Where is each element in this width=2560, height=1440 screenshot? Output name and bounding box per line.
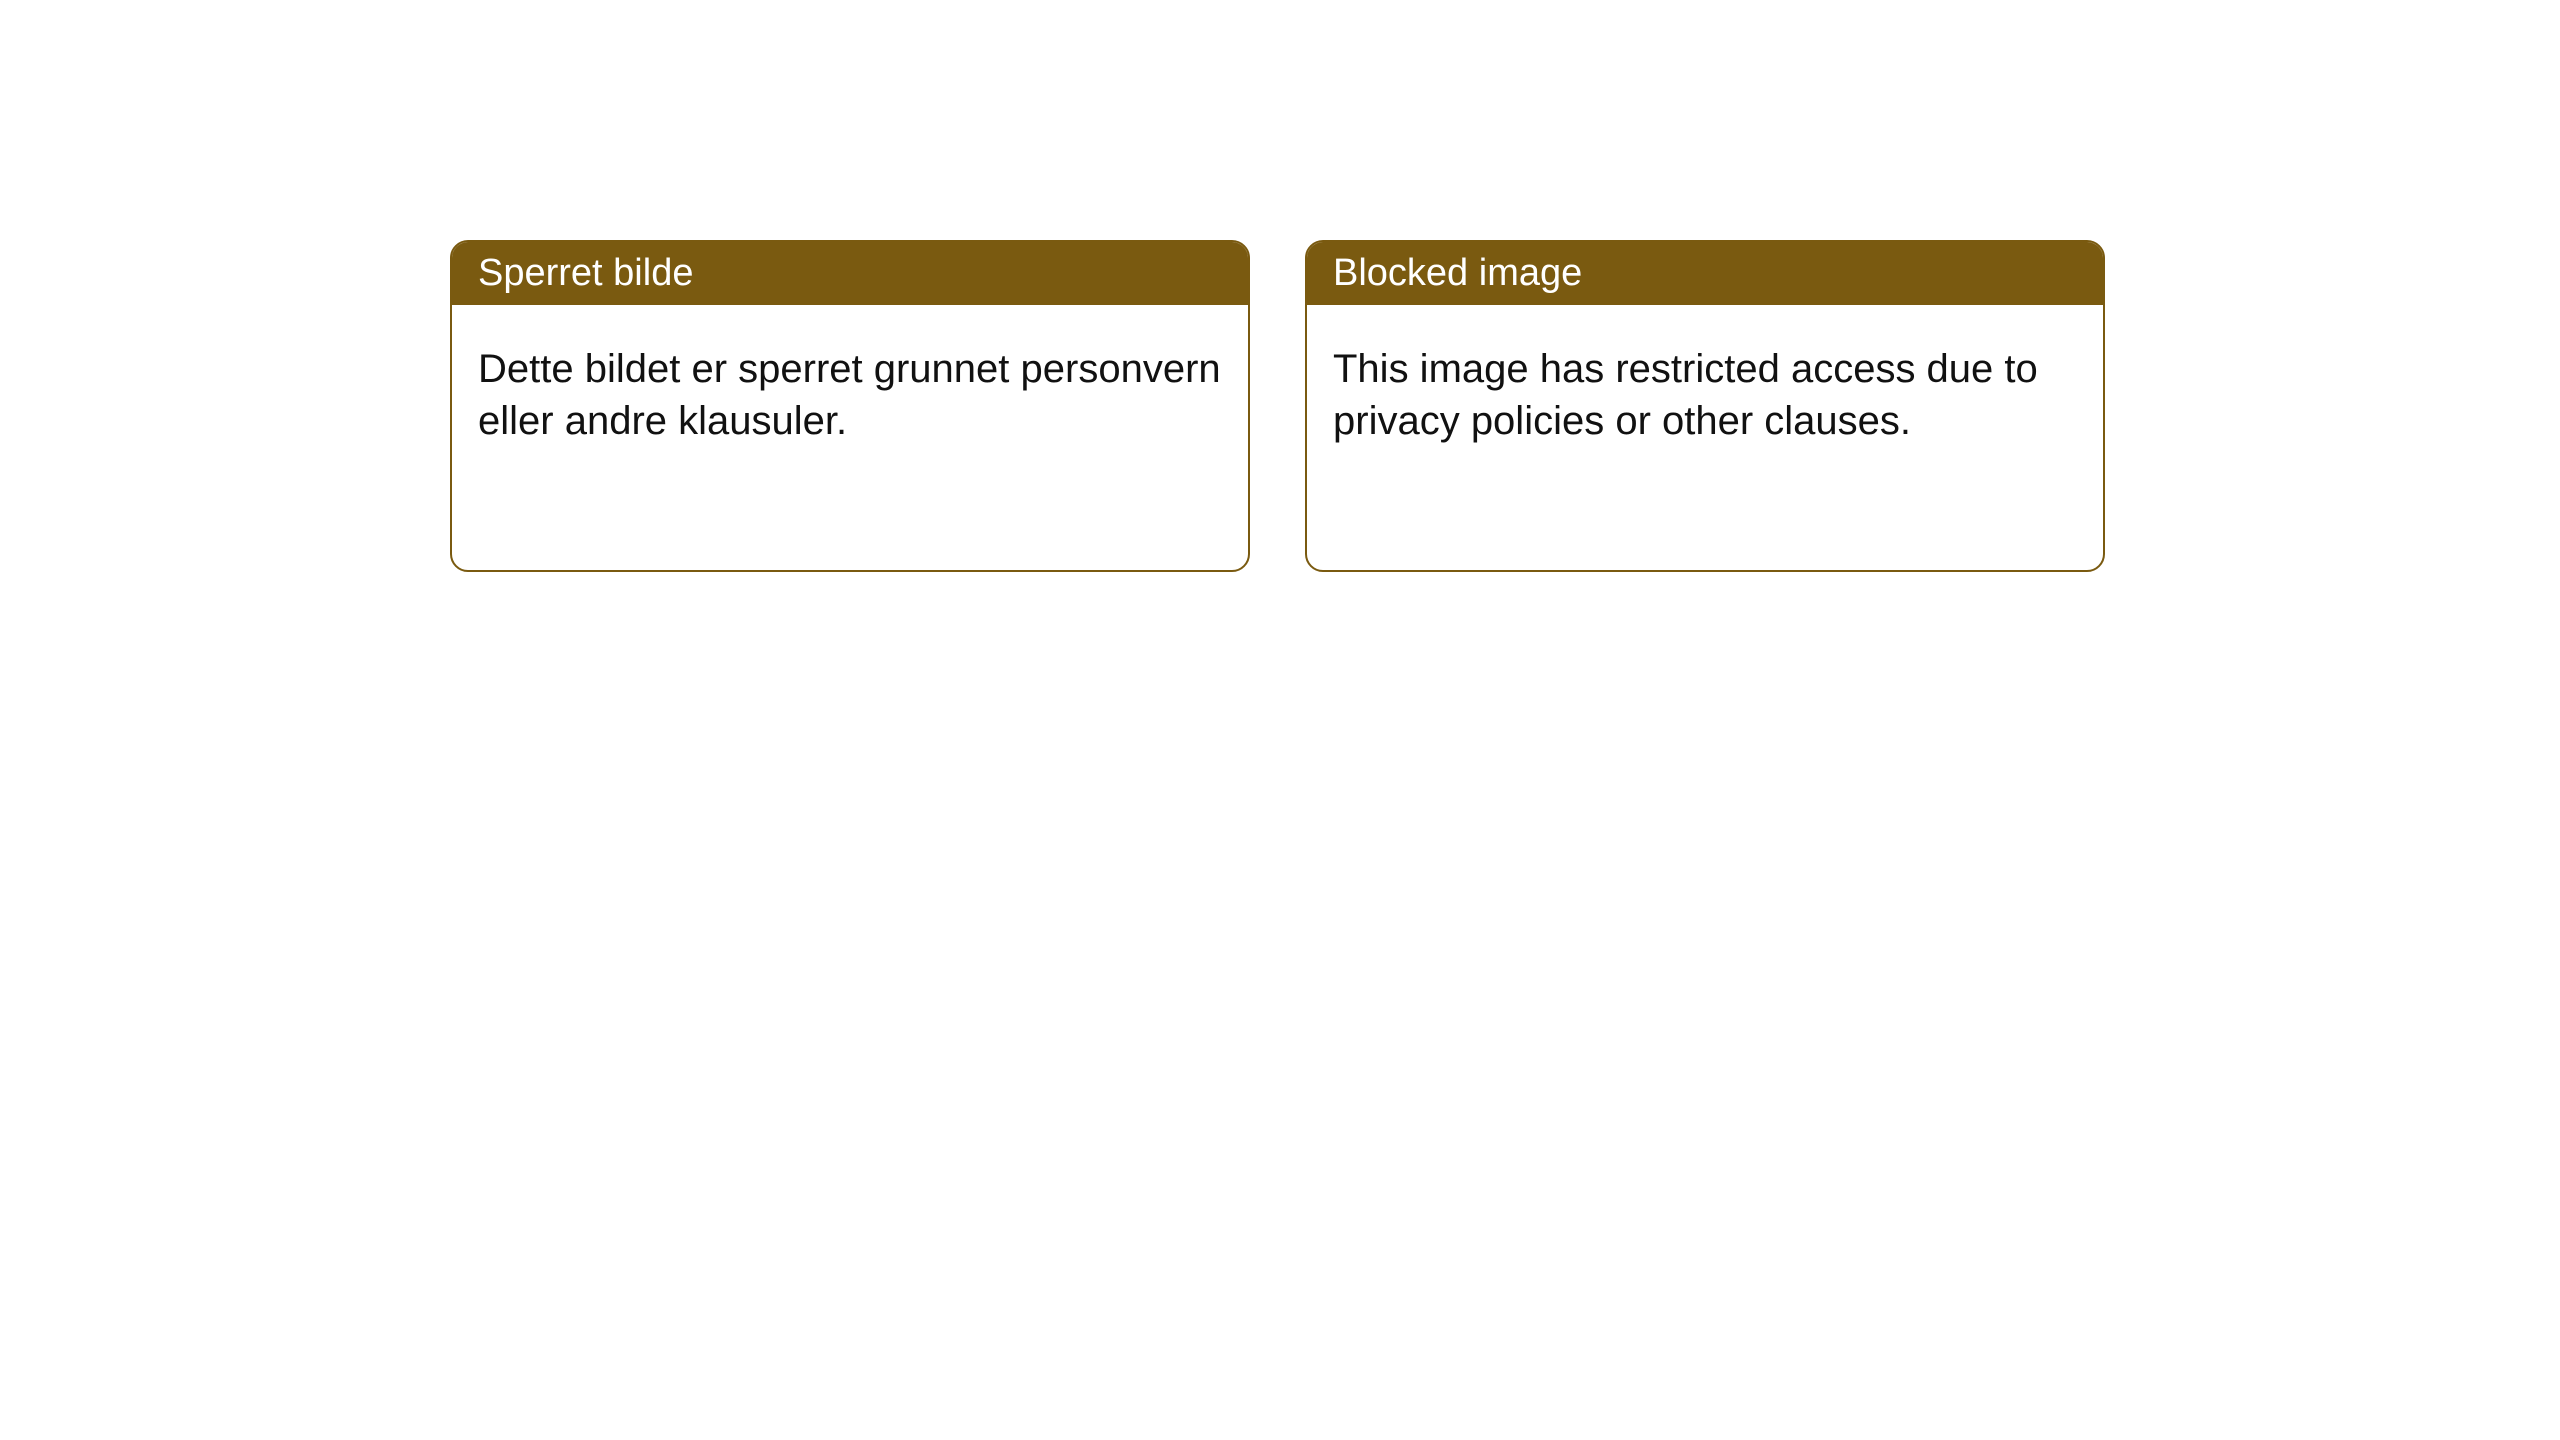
- notice-card-english: Blocked image This image has restricted …: [1305, 240, 2105, 572]
- card-title: Sperret bilde: [478, 252, 693, 294]
- card-title: Blocked image: [1333, 252, 1582, 294]
- card-body-text: Dette bildet er sperret grunnet personve…: [478, 347, 1221, 443]
- card-header: Sperret bilde: [452, 242, 1248, 305]
- card-body: This image has restricted access due to …: [1307, 305, 2103, 485]
- card-body-text: This image has restricted access due to …: [1333, 347, 2038, 443]
- card-body: Dette bildet er sperret grunnet personve…: [452, 305, 1248, 485]
- notice-container: Sperret bilde Dette bildet er sperret gr…: [0, 0, 2560, 572]
- notice-card-norwegian: Sperret bilde Dette bildet er sperret gr…: [450, 240, 1250, 572]
- card-header: Blocked image: [1307, 242, 2103, 305]
